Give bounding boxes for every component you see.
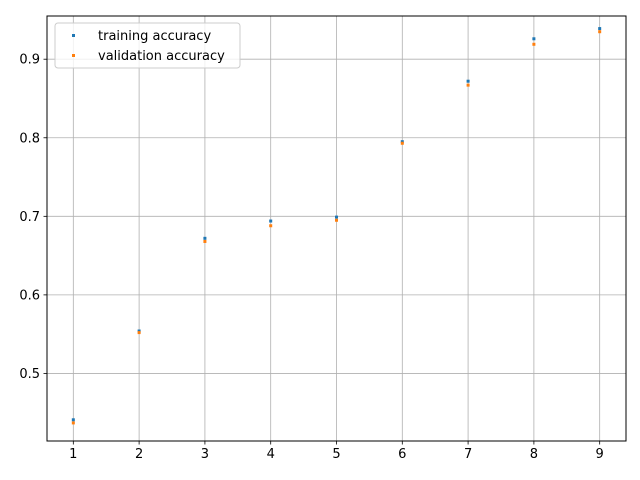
y-tick-label: 0.8 (19, 131, 40, 146)
grid (47, 16, 626, 441)
training-accuracy-point (269, 219, 273, 223)
validation-accuracy-point (71, 421, 75, 425)
y-tick-label: 0.7 (19, 210, 40, 225)
training-accuracy-point (203, 236, 207, 240)
data-points (71, 27, 602, 425)
legend-marker-validation (72, 54, 75, 57)
validation-accuracy-point (137, 331, 141, 335)
x-tick-label: 3 (201, 447, 209, 462)
validation-accuracy-point (598, 30, 602, 34)
y-tick-label: 0.6 (19, 288, 40, 303)
legend: training accuracy validation accuracy (54, 22, 241, 69)
x-tick-label: 1 (69, 447, 77, 462)
legend-label-training: training accuracy (98, 29, 211, 44)
training-accuracy-point (335, 215, 338, 219)
legend-box (54, 22, 241, 69)
training-accuracy-point (532, 37, 536, 41)
training-accuracy-point (137, 329, 141, 333)
y-tick-label: 0.5 (19, 367, 40, 382)
x-tick-label: 8 (530, 447, 538, 462)
axis-ticks: 1 2 3 4 5 6 7 8 9 0.5 0.6 0.7 0.8 0.9 (19, 53, 604, 462)
training-accuracy-point (400, 140, 404, 144)
validation-accuracy-point (400, 141, 404, 145)
training-accuracy-point (71, 418, 75, 422)
x-tick-label: 2 (135, 447, 143, 462)
training-accuracy-point (466, 79, 470, 83)
x-tick-label: 4 (267, 447, 275, 462)
x-tick-label: 7 (464, 447, 472, 462)
validation-accuracy-point (532, 42, 536, 46)
validation-accuracy-point (335, 218, 338, 222)
training-accuracy-point (598, 27, 602, 31)
validation-accuracy-point (466, 83, 470, 87)
legend-label-validation: validation accuracy (98, 49, 225, 64)
legend-marker-training (72, 34, 75, 37)
x-tick-label: 5 (332, 447, 340, 462)
x-tick-label: 6 (398, 447, 406, 462)
validation-accuracy-point (269, 224, 273, 228)
y-tick-label: 0.9 (19, 53, 40, 68)
x-tick-label: 9 (596, 447, 604, 462)
validation-accuracy-point (203, 239, 207, 243)
